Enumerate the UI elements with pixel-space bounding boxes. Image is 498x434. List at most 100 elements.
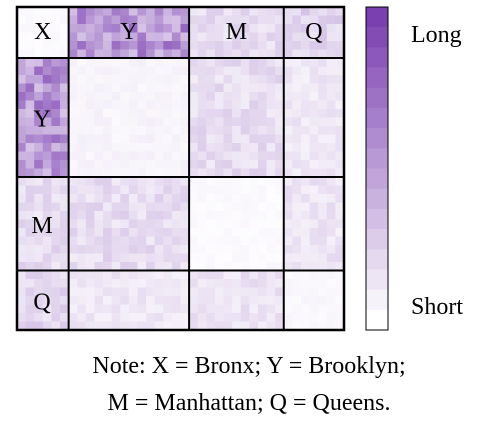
heatmap-cell [146, 236, 156, 246]
heatmap-cell [128, 177, 139, 187]
heatmap-cell [189, 296, 199, 306]
heatmap-cell [275, 58, 285, 68]
heatmap-cell [154, 92, 164, 102]
heatmap-cell [103, 75, 113, 85]
heatmap-cell [111, 168, 121, 178]
heatmap-cell [197, 109, 207, 119]
heatmap-cell [257, 117, 268, 127]
heatmap-cell [180, 321, 190, 331]
heatmap-cell [232, 126, 242, 136]
heatmap-cell [180, 126, 190, 136]
heatmap-cell [128, 228, 139, 238]
heatmap-cell [34, 49, 44, 59]
heatmap-cell [146, 202, 156, 212]
heatmap-cell [85, 202, 96, 212]
heatmap-cell [103, 143, 113, 153]
heatmap-cell [68, 160, 78, 170]
heatmap-cell [42, 211, 53, 221]
heatmap-cell [335, 126, 345, 136]
heatmap-cell [326, 109, 336, 119]
heatmap-cell [189, 109, 199, 119]
heatmap-cell [240, 279, 250, 289]
heatmap-cell [180, 117, 190, 127]
heatmap-cell [103, 236, 113, 246]
heatmap-cell [111, 228, 121, 238]
heatmap-cell [180, 109, 190, 119]
heatmap-cell [68, 228, 78, 238]
heatmap-cell [283, 75, 293, 85]
heatmap-cell [240, 160, 250, 170]
heatmap-cell [240, 83, 250, 93]
heatmap-cell [223, 202, 233, 212]
heatmap-cell [51, 313, 61, 323]
heatmap-cell [232, 202, 242, 212]
heatmap-cell [309, 66, 319, 76]
heatmap-cell [335, 304, 345, 314]
heatmap-cell [146, 109, 156, 119]
heatmap-cell [163, 296, 173, 306]
heatmap-cell [309, 92, 319, 102]
heatmap-cell [309, 41, 319, 51]
heatmap-cell [146, 245, 156, 255]
heatmap-cell [51, 253, 61, 263]
heatmap-cell [137, 160, 147, 170]
heatmap-cell [214, 185, 225, 195]
heatmap-cell [103, 24, 113, 34]
heatmap-cell [214, 7, 225, 17]
heatmap-cell [292, 100, 302, 110]
heatmap-cell [34, 66, 44, 76]
heatmap-cell [309, 262, 319, 272]
heatmap-cell [154, 151, 164, 161]
heatmap-cell [163, 219, 173, 229]
heatmap-cell [85, 24, 96, 34]
heatmap-cell [25, 58, 35, 68]
heatmap-cell [146, 287, 156, 297]
heatmap-cell [223, 58, 233, 68]
heatmap-cell [249, 32, 259, 42]
heatmap-cell [335, 100, 345, 110]
heatmap-cell [60, 100, 70, 110]
heatmap-cell [275, 15, 285, 25]
heatmap-cell [51, 41, 61, 51]
heatmap-cell [292, 177, 302, 187]
heatmap-cell [180, 24, 190, 34]
heatmap-cell [223, 83, 233, 93]
heatmap-cell [240, 92, 250, 102]
heatmap-cell [111, 296, 121, 306]
heatmap-cell [214, 287, 225, 297]
heatmap-cell [335, 15, 345, 25]
heatmap-cell [34, 304, 44, 314]
heatmap-cell [163, 160, 173, 170]
heatmap-cell [60, 41, 70, 51]
heatmap-cell [120, 219, 130, 229]
heatmap-cell [94, 236, 104, 246]
heatmap-cell [206, 24, 216, 34]
heatmap-cell [94, 7, 104, 17]
heatmap-cell [283, 245, 293, 255]
heatmap-cell [154, 168, 164, 178]
heatmap-cell [120, 321, 130, 331]
heatmap-cell [146, 262, 156, 272]
heatmap-cell [249, 117, 259, 127]
heatmap-cell [214, 66, 225, 76]
heatmap-cell [17, 32, 27, 42]
heatmap-cell [309, 177, 319, 187]
heatmap-cell [94, 32, 104, 42]
heatmap-cell [266, 304, 276, 314]
heatmap-cell [326, 296, 336, 306]
heatmap-cell [189, 194, 199, 204]
heatmap-cell [206, 92, 216, 102]
heatmap-cell [197, 41, 207, 51]
heatmap-cell [17, 313, 27, 323]
heatmap-cell [25, 253, 35, 263]
heatmap-cell [77, 228, 87, 238]
heatmap-cell [232, 160, 242, 170]
heatmap-cell [85, 58, 96, 68]
heatmap-cell [249, 228, 259, 238]
heatmap-cell [240, 253, 250, 263]
heatmap-cell [309, 185, 319, 195]
heatmap-cell [42, 66, 53, 76]
heatmap-cell [206, 279, 216, 289]
heatmap-cell [51, 270, 61, 280]
heatmap-cell [51, 211, 61, 221]
